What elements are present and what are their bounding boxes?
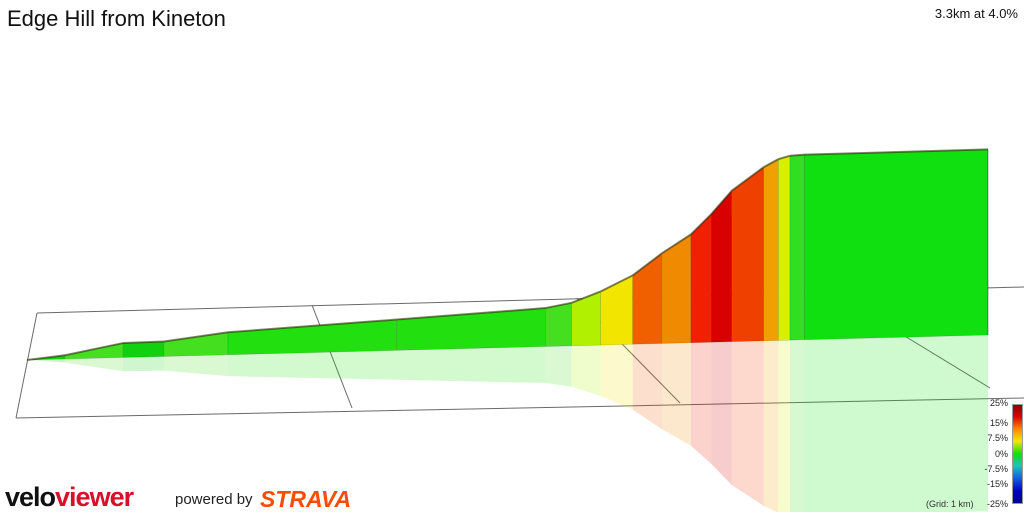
segment-shadow [690,342,712,464]
profile-segment [711,189,733,343]
powered-by-text: powered by [175,491,253,508]
segment-shadow [661,342,691,446]
segment-shadow [123,356,164,372]
profile-segment [690,213,712,344]
segment-shadow [763,340,779,512]
segment-shadow [789,339,805,512]
legend-label-7-5: 7.5% [987,433,1008,443]
gradient-legend: 25% 15% 7.5% 0% -7.5% -15% -25% [960,398,1024,512]
climb-summary: 3.3km at 4.0% [934,6,1018,21]
profile-top-edge [763,158,779,168]
profile-segment [122,341,165,358]
profile-segment [227,319,398,356]
segment-shadow [778,340,790,512]
segment-shadow [571,345,601,397]
segment-shadow [804,335,988,512]
profile-top-edge [396,307,546,321]
grid-line [311,304,353,409]
grid-line [902,334,991,389]
profile-segment [789,154,805,341]
profile-segment [571,290,601,347]
veloviewer-logo[interactable]: velo viewer [5,482,134,513]
grid-line [15,397,1024,419]
profile-top-edge [632,252,663,277]
segment-shadow [163,354,228,377]
profile-top-edge [710,190,733,215]
profile-top-edge [661,233,692,255]
profile-segment [600,274,634,346]
segment-shadow [227,350,397,380]
profile-top-edge [690,213,713,236]
profile-segment [545,302,572,347]
legend-label-25: 25% [989,398,1008,408]
profile-top-edge [64,342,124,357]
legend-label-neg-25: -25% [986,499,1008,509]
profile-top-edge [804,148,989,156]
profile-top-edge [778,154,791,161]
logo-velo-text: velo [5,482,56,512]
grid-scale-note: (Grid: 1 km) [926,499,974,509]
profile-top-edge [123,340,164,345]
segment-shadow [600,344,633,410]
grid-line [15,312,38,419]
segment-shadow [396,346,546,384]
legend-label-neg-7-5: -7.5% [984,464,1008,474]
profile-top-edge [545,301,572,310]
strava-logo[interactable]: STRAVA [260,486,352,512]
legend-label-0: 0% [994,449,1008,459]
profile-segment [778,155,791,341]
legend-label-15: 15% [989,418,1008,428]
profile-top-edge [571,290,602,304]
logo-viewer-text: viewer [55,482,134,512]
profile-segment [763,158,779,342]
profile-segments [26,148,989,361]
segment-shadow [632,343,662,430]
profile-segment [632,252,663,345]
profile-top-edge [600,274,634,293]
profile-top-edge [163,331,229,343]
segment-shadow [731,340,764,506]
segment-shadow [27,359,65,363]
gradient-color-scale [1012,404,1023,504]
profile-shadow [27,335,988,512]
profile-top-edge [227,318,397,334]
profile-top-edge [731,166,765,192]
chart-title: Edge Hill from Kineton [7,6,226,31]
profile-segment [731,166,765,342]
legend-label-neg-15: -15% [986,479,1008,489]
segment-shadow [711,341,732,486]
segment-shadow [64,357,124,372]
profile-top-edge [26,354,65,361]
profile-top-edge [789,153,805,157]
profile-segment [804,149,989,341]
segment-shadow [545,345,572,387]
